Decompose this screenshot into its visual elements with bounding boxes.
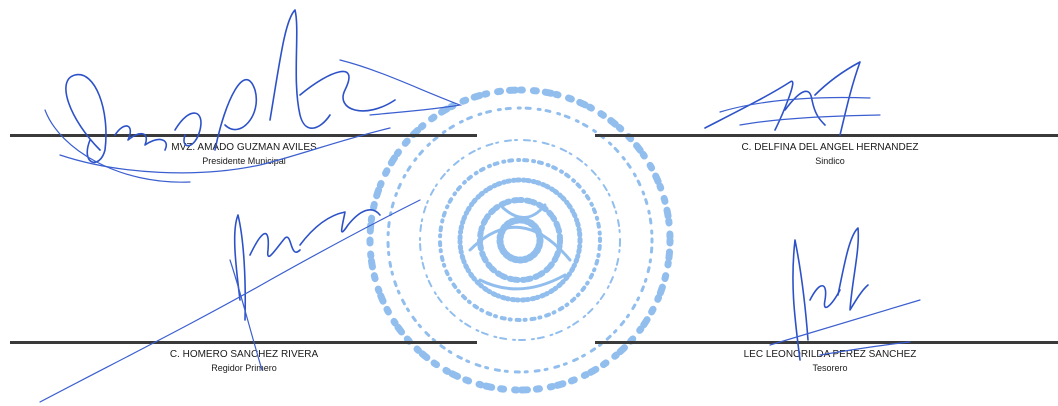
signatory-name-2: C. DELFINA DEL ANGEL HERNANDEZ <box>741 142 919 153</box>
handwritten-signature-2 <box>704 61 881 136</box>
signature-line-2 <box>595 134 1058 137</box>
signatory-name-3: C. HOMERO SANCHEZ RIVERA <box>169 349 319 360</box>
signature-line-3 <box>10 341 477 344</box>
signatory-role-4: Tesorero <box>812 363 848 373</box>
signatory-role-3: Regidor Primero <box>211 363 277 373</box>
signatory-name-4: LEC LEONORILDA PEREZ SANCHEZ <box>743 349 917 360</box>
signature-line-1 <box>10 134 477 137</box>
signatory-name-1: MVZ. AMADO GUZMAN AVILES <box>171 142 317 153</box>
signatory-role-1: Presidente Municipal <box>202 156 286 166</box>
signature-line-4 <box>595 341 1058 344</box>
signatory-role-2: Sindico <box>815 156 845 166</box>
